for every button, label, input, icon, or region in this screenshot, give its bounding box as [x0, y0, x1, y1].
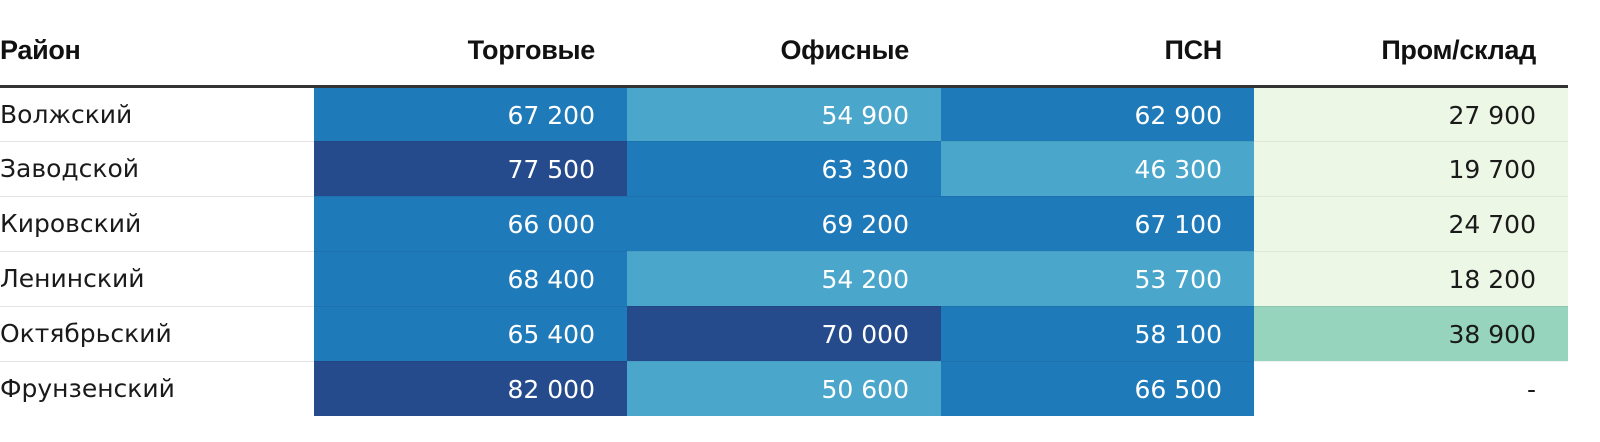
column-header: Торговые [314, 0, 627, 88]
value-cell: 77 500 [314, 141, 627, 197]
district-name-cell: Ленинский [0, 251, 314, 307]
table-row: Заводской 77 500 63 300 46 300 19 700 [0, 141, 1568, 197]
value-cell: 46 300 [941, 141, 1254, 197]
district-name-cell: Заводской [0, 141, 314, 197]
value-cell: 54 200 [627, 251, 941, 307]
value-cell: 27 900 [1254, 86, 1568, 142]
district-name-cell: Кировский [0, 196, 314, 252]
value-cell: 69 200 [627, 196, 941, 252]
value-cell: 67 100 [941, 196, 1254, 252]
value-cell: 38 900 [1254, 306, 1568, 362]
district-name-cell: Волжский [0, 86, 314, 142]
value-cell: 18 200 [1254, 251, 1568, 307]
value-cell: 68 400 [314, 251, 627, 307]
column-header: Район [0, 0, 314, 88]
table-row: Октябрьский 65 400 70 000 58 100 38 900 [0, 306, 1568, 362]
value-cell: 70 000 [627, 306, 941, 362]
table-row: Кировский 66 000 69 200 67 100 24 700 [0, 196, 1568, 252]
table-row: Фрунзенский 82 000 50 600 66 500 - [0, 361, 1568, 416]
column-header: Офисные [627, 0, 941, 88]
value-cell: 66 000 [314, 196, 627, 252]
column-header: Пром/склад [1254, 0, 1568, 88]
value-cell: 58 100 [941, 306, 1254, 362]
value-cell: 24 700 [1254, 196, 1568, 252]
value-cell: 50 600 [627, 361, 941, 416]
value-cell: 67 200 [314, 86, 627, 142]
value-cell: 53 700 [941, 251, 1254, 307]
table-body: Волжский 67 200 54 900 62 900 27 900 Заводско… [0, 86, 1568, 416]
value-cell: 19 700 [1254, 141, 1568, 197]
column-header: ПСН [941, 0, 1254, 88]
header-row: Район Торговые Офисные ПСН Пром/склад [0, 0, 1568, 88]
rental-price-table: Район Торговые Офисные ПСН Пром/склад Волжск… [0, 0, 1568, 416]
table-row: Ленинский 68 400 54 200 53 700 18 200 [0, 251, 1568, 307]
value-cell: - [1526, 375, 1536, 405]
table-header: Район Торговые Офисные ПСН Пром/склад [0, 0, 1568, 88]
district-name-cell: Октябрьский [0, 306, 314, 362]
value-cell: 66 500 [941, 361, 1254, 416]
value-cell: 65 400 [314, 306, 627, 362]
value-cell: 54 900 [627, 86, 941, 142]
value-cell: 62 900 [941, 86, 1254, 142]
heatmap-table: Район Торговые Офисные ПСН Пром/склад Волжск… [0, 0, 1568, 416]
table-row: Волжский 67 200 54 900 62 900 27 900 [0, 86, 1568, 142]
value-cell: 63 300 [627, 141, 941, 197]
district-name-cell: Фрунзенский [0, 373, 175, 403]
value-cell: 82 000 [314, 361, 627, 416]
